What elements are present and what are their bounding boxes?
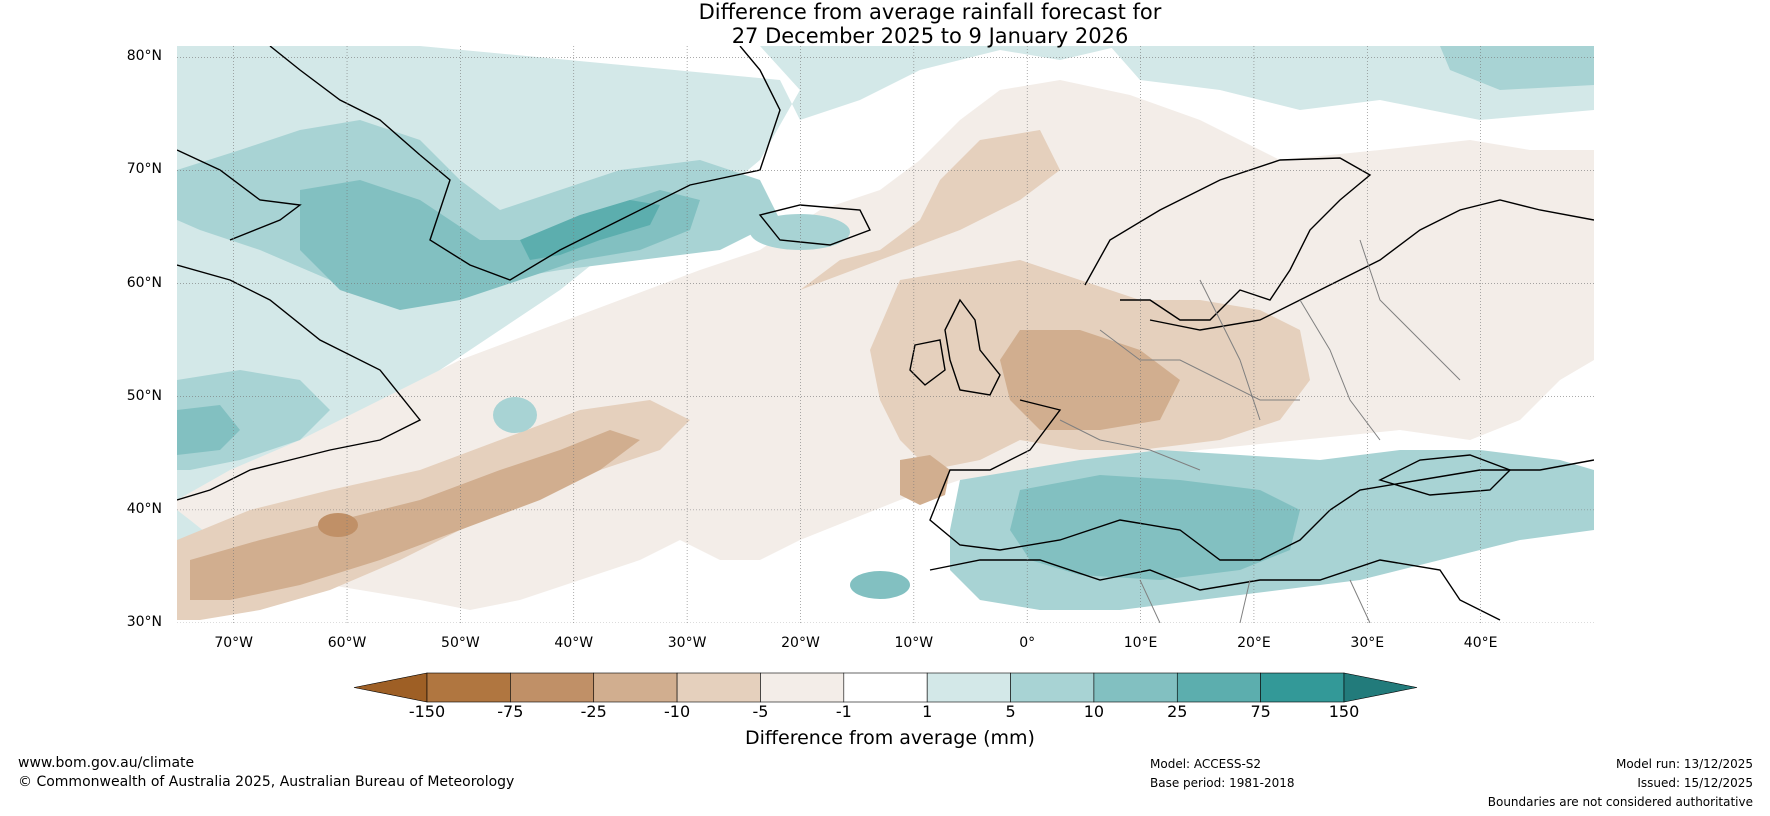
country-borders bbox=[1059, 239, 1461, 623]
dry-spot-atlantic bbox=[318, 513, 358, 537]
coastline-baffin bbox=[177, 149, 302, 241]
colorbar-tick-label: 5 bbox=[1005, 702, 1016, 721]
footer-model: Model: ACCESS-S2 bbox=[1150, 757, 1262, 771]
lat-tick-label: 60°N bbox=[126, 274, 162, 291]
lat-tick-label: 30°N bbox=[126, 614, 162, 630]
lon-tick-label: 10°W bbox=[894, 635, 934, 651]
lon-tick-label: 30°E bbox=[1350, 635, 1385, 651]
colorbar-tick-label: 25 bbox=[1167, 702, 1188, 721]
dry-zone-atlantic-deep bbox=[190, 430, 640, 600]
border-3 bbox=[1299, 299, 1381, 441]
coastline-uk bbox=[944, 298, 1001, 396]
colorbar-segment bbox=[1093, 672, 1178, 703]
coastline-north-africa bbox=[929, 559, 1501, 621]
lat-tick-label: 70°N bbox=[126, 161, 162, 178]
footer-model-run: Model run: 13/12/2025 bbox=[1615, 757, 1753, 771]
lon-tick-label: 50°W bbox=[441, 635, 480, 651]
colorbar-tick-label: -5 bbox=[752, 702, 769, 721]
colorbar-segment bbox=[843, 672, 928, 703]
colorbar-tick-label: -25 bbox=[580, 702, 607, 721]
coastline-greenland bbox=[419, 46, 781, 281]
lon-tick-label: 40°W bbox=[554, 635, 594, 651]
lon-tick-label: 20°E bbox=[1237, 635, 1271, 651]
wet-spot-south bbox=[850, 571, 910, 599]
map-gridlines bbox=[177, 46, 1594, 623]
footer-copyright: © Commonwealth of Australia 2025, Austra… bbox=[18, 774, 515, 790]
wet-spot-atlantic bbox=[493, 397, 537, 433]
colorbar-segment bbox=[510, 672, 595, 703]
dry-core-france bbox=[1000, 330, 1180, 430]
colorbar-segment bbox=[1010, 672, 1095, 703]
coastline-europe bbox=[929, 399, 1594, 561]
border-6 bbox=[1359, 239, 1461, 381]
lon-tick-label: 30°W bbox=[667, 635, 707, 651]
coastline-iceland bbox=[758, 204, 871, 246]
coastline-greenland-west bbox=[269, 46, 421, 156]
border-1 bbox=[1099, 329, 1300, 401]
lat-tick-label: 80°N bbox=[126, 48, 162, 65]
footer-disclaimer: Boundaries are not considered authoritat… bbox=[1487, 795, 1753, 809]
lon-tick-label: 60°W bbox=[327, 635, 367, 651]
coastline-scandinavia bbox=[1084, 157, 1372, 321]
wet-deep-greenland bbox=[520, 200, 660, 260]
colorbar-tick-label: 1 bbox=[922, 702, 933, 721]
colorbar bbox=[353, 672, 1418, 703]
lat-tick-label: 40°N bbox=[126, 500, 162, 517]
title-line-1: Difference from average rainfall forecas… bbox=[698, 0, 1162, 24]
lon-tick-label: 70°W bbox=[214, 635, 253, 651]
colorbar-tick-label: -75 bbox=[497, 702, 524, 721]
border-2 bbox=[1199, 279, 1261, 421]
colorbar-segment bbox=[593, 672, 678, 703]
colorbar-extend-low bbox=[353, 672, 428, 703]
footer-issued: Issued: 15/12/2025 bbox=[1637, 776, 1753, 790]
colorbar-title: Difference from average (mm) bbox=[745, 727, 1035, 749]
colorbar-segment bbox=[760, 672, 845, 703]
lat-tick-label: 50°N bbox=[126, 387, 162, 404]
wet-core-labrador bbox=[177, 405, 240, 455]
colorbar-segment bbox=[1176, 672, 1261, 703]
coastline-labrador bbox=[177, 264, 422, 501]
colorbar-tick-label: 10 bbox=[1083, 702, 1105, 721]
title-line-2: 27 December 2025 to 9 January 2026 bbox=[731, 24, 1129, 48]
colorbar-tick-label: 150 bbox=[1328, 702, 1360, 721]
dry-core-iberia bbox=[900, 455, 950, 505]
colorbar-tick-label: -10 bbox=[664, 702, 691, 721]
colorbar-segment bbox=[1260, 672, 1345, 703]
footer-website: www.bom.gov.au/climate bbox=[18, 755, 195, 771]
colorbar-segment bbox=[926, 672, 1011, 703]
wet-spot-iceland bbox=[750, 214, 850, 250]
colorbar-tick-label: -1 bbox=[835, 702, 852, 721]
coastline-baltic bbox=[1149, 199, 1594, 331]
dry-zone-tan bbox=[800, 130, 1060, 290]
lon-tick-label: 10°E bbox=[1123, 635, 1158, 651]
footer-base-period: Base period: 1981-2018 bbox=[1150, 776, 1295, 790]
lon-tick-label: 20°W bbox=[781, 635, 820, 651]
colorbar-tick-label: 75 bbox=[1250, 702, 1271, 721]
lon-tick-label: 0° bbox=[1019, 635, 1036, 651]
coastlines bbox=[177, 46, 1594, 621]
lon-tick-label: 40°E bbox=[1463, 635, 1498, 651]
teal-north-east-edge bbox=[1440, 46, 1594, 90]
border-4 bbox=[1059, 419, 1201, 471]
border-5 bbox=[1139, 579, 1371, 623]
colorbar-segment bbox=[426, 672, 511, 703]
colorbar-tick-label: -150 bbox=[408, 702, 446, 721]
coastline-black-sea bbox=[1378, 454, 1512, 496]
coastline-ireland bbox=[909, 339, 946, 386]
wet-core-mediterranean bbox=[1010, 475, 1300, 580]
colorbar-extend-high bbox=[1343, 672, 1418, 703]
colorbar-segment bbox=[676, 672, 761, 703]
